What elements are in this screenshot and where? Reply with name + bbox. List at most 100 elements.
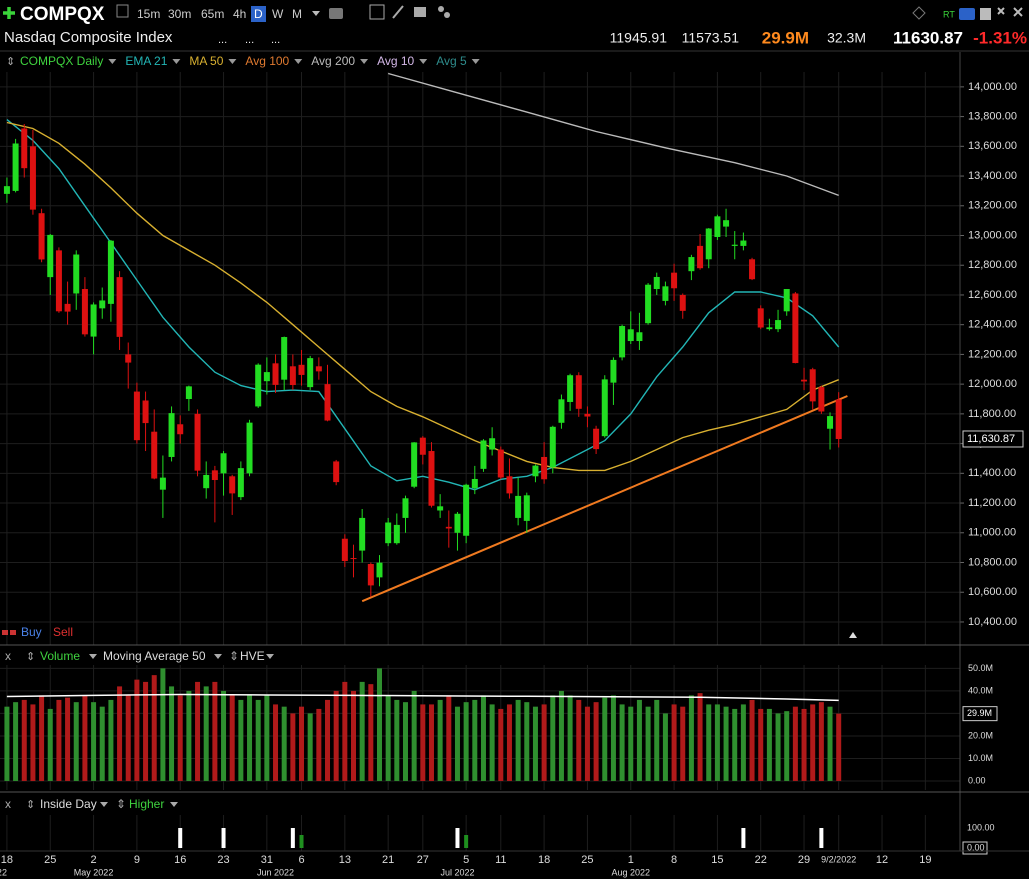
volume-bar: [836, 713, 842, 781]
price-tag-label: 11,630.87: [967, 433, 1015, 445]
candle-body: [627, 329, 634, 342]
volume-bar: [212, 681, 218, 781]
y-tick-label: 0.00: [968, 775, 986, 785]
add-icon[interactable]: [3, 7, 15, 19]
candle-body: [463, 484, 470, 536]
candle-body: [766, 327, 773, 330]
candle-body: [298, 364, 305, 375]
star-icon[interactable]: [912, 6, 926, 20]
pane-legend[interactable]: Inside Day: [40, 797, 97, 811]
dropdown[interactable]: [266, 654, 274, 659]
timeframe[interactable]: D: [254, 7, 263, 21]
timeframe[interactable]: W: [272, 7, 284, 21]
candle-body: [307, 358, 314, 388]
volume-bar: [610, 695, 616, 781]
dropdown[interactable]: [100, 802, 108, 807]
candle-body: [159, 477, 166, 490]
candle-body: [246, 422, 253, 474]
indicator-line: [6, 119, 840, 491]
volume-bar: [316, 708, 322, 781]
pane-legend[interactable]: Moving Average 50: [103, 649, 206, 663]
signal-bar: [178, 828, 183, 848]
legend-entry[interactable]: COMPQX Daily: [20, 54, 103, 68]
dropdown[interactable]: [170, 802, 178, 807]
pane-legend[interactable]: Higher: [129, 797, 164, 811]
legend-entry[interactable]: Avg 5: [436, 54, 467, 68]
indicator-line: [6, 121, 839, 472]
draw-icon[interactable]: [392, 5, 404, 19]
reorder-icon[interactable]: ⇕: [26, 799, 35, 811]
candle-body: [428, 451, 435, 506]
volume-bar: [299, 706, 305, 781]
volume-bar: [541, 704, 547, 781]
indicator-line: [388, 72, 839, 197]
reorder-icon[interactable]: ⇕: [26, 651, 35, 663]
s-icon[interactable]: [959, 8, 975, 20]
candle-body: [792, 293, 799, 364]
timeframe[interactable]: 30m: [168, 7, 191, 21]
panes: 18 25 2 9 16 23 31 6 13 21 27 5 11 18 25 1 8 15 22 29 9/2/20…: [0, 52, 1024, 877]
collapse-icon[interactable]: [849, 632, 857, 638]
pin-icon[interactable]: [997, 7, 1005, 15]
volume-bar: [810, 704, 816, 781]
dropdown[interactable]: [312, 11, 320, 16]
dropdown[interactable]: [89, 654, 97, 659]
x-tick-label: 31: [261, 854, 273, 866]
x-tick-label: 15: [711, 854, 723, 866]
grid-icon[interactable]: [116, 4, 129, 18]
timeframe[interactable]: 4h: [233, 7, 246, 21]
close-pane[interactable]: x: [5, 797, 11, 811]
y-tick-label: 13,800.00: [968, 110, 1017, 122]
signal-bar: [290, 828, 295, 848]
symbol[interactable]: COMPQX: [20, 4, 105, 25]
buy-label[interactable]: Buy: [21, 625, 42, 639]
close-icon[interactable]: [1013, 7, 1023, 17]
candle-body: [168, 413, 175, 457]
dropdown[interactable]: [214, 654, 222, 659]
reorder-icon[interactable]: ⇕: [229, 649, 239, 663]
legend-entry[interactable]: EMA 21: [125, 54, 167, 68]
candle-body: [419, 437, 426, 455]
save-icon[interactable]: [980, 8, 991, 20]
timeframe[interactable]: 65m: [201, 7, 224, 21]
candle-body: [827, 416, 834, 429]
volume-bar: [307, 713, 313, 781]
toolbar: COMPQX 15m 30m 65m 4h D W M RT: [3, 4, 1023, 25]
candle-body: [220, 453, 227, 474]
x-tick-label: 22: [755, 854, 767, 866]
rt-label[interactable]: RT: [943, 9, 955, 19]
y-tick-label: 10,600.00: [968, 586, 1017, 598]
save-icon[interactable]: [414, 7, 426, 17]
sell-label[interactable]: Sell: [53, 625, 73, 639]
candle-body: [740, 240, 747, 246]
timeframe[interactable]: M: [292, 7, 302, 21]
candle-body: [47, 234, 54, 278]
volume-bar: [65, 697, 71, 781]
volume-bar: [766, 708, 772, 781]
reorder-icon[interactable]: ⇕: [116, 797, 126, 811]
x-tick-label: 9: [134, 854, 140, 866]
share-icon[interactable]: [438, 6, 444, 12]
dots: ...: [218, 34, 227, 46]
month-label: Aug 2022: [611, 867, 650, 877]
chart-type-icon[interactable]: [329, 8, 343, 19]
close-pane[interactable]: x: [5, 649, 11, 663]
pane-legend[interactable]: HVE: [240, 649, 265, 663]
candle-body: [653, 276, 660, 290]
reorder-icon[interactable]: ⇕: [6, 56, 15, 68]
pane-legend[interactable]: Volume: [40, 649, 80, 663]
candle-body: [636, 332, 643, 342]
legend-entry[interactable]: Avg 10: [377, 54, 414, 68]
candle-body: [341, 538, 348, 562]
x-tick-label: 25: [581, 854, 593, 866]
y-tick-label: 12,400.00: [968, 319, 1017, 331]
candle-body: [272, 363, 279, 385]
candle-body: [411, 442, 418, 487]
legend-entry[interactable]: Avg 200: [311, 54, 355, 68]
x-tick-label: 12: [876, 854, 888, 866]
share-icon[interactable]: [444, 12, 450, 18]
timeframe[interactable]: 15m: [137, 7, 160, 21]
legend-entry[interactable]: Avg 100: [245, 54, 289, 68]
calc-icon[interactable]: [369, 4, 385, 20]
legend-entry[interactable]: MA 50: [189, 54, 223, 68]
